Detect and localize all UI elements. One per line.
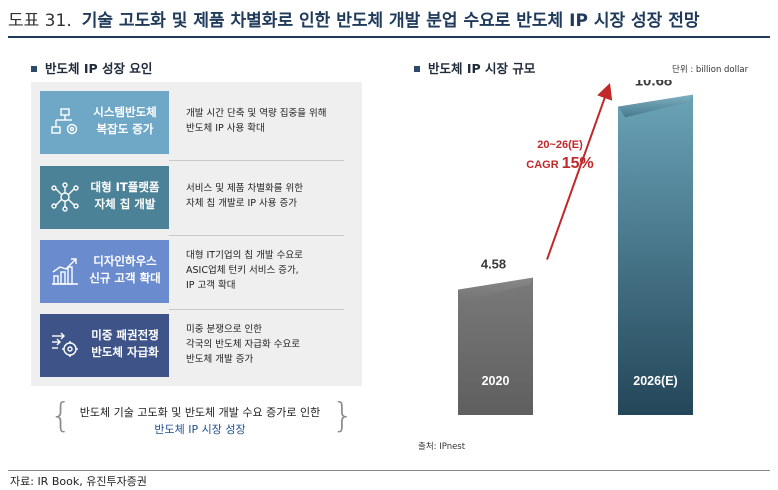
figure-title: 도표 31. 기술 고도화 및 제품 차별화로 인한 반도체 개발 분업 수요로 … [8, 6, 700, 31]
bar-2020: 2020 4.58 [458, 257, 533, 415]
growth-factors-panel: 시스템반도체 복잡도 증가 개발 시간 단축 및 역량 집중을 위해 반도체 I… [31, 82, 362, 386]
row-divider [169, 160, 344, 161]
factor-desc-line: IP 고객 확대 [186, 280, 236, 291]
right-heading: 반도체 IP 시장 규모 [414, 58, 535, 77]
factor-label-line: 미중 패권전쟁 [91, 328, 159, 342]
bar-2026(E): 2026(E) 10.68 [618, 80, 693, 415]
factor-description: 미중 분쟁으로 인한 각국의 반도체 자급화 수요로 반도체 개발 증가 [186, 322, 356, 367]
left-heading-text: 반도체 IP 성장 요인 [45, 61, 153, 76]
factor-label: 미중 패권전쟁 반도체 자급화 [84, 327, 166, 361]
factor-desc-line: 서비스 및 제품 차별화를 위한 [186, 183, 303, 194]
factor-label-line: 대형 IT플랫폼 [90, 180, 160, 194]
factor-label-line: 신규 고객 확대 [89, 271, 161, 285]
factor-desc-line: 대형 IT기업의 칩 개발 수요로 [186, 250, 303, 261]
factor-desc-line: 각국의 반도체 자급화 수요로 [186, 339, 300, 350]
cagr-value-label: CAGR 15% [526, 155, 593, 172]
factor-desc-line: 반도체 IP 사용 확대 [186, 123, 265, 134]
factor-desc-line: 반도체 개발 증가 [186, 354, 254, 365]
bar-top-face [458, 277, 533, 301]
factor-label: 시스템반도체 복잡도 증가 [84, 104, 166, 138]
right-heading-text: 반도체 IP 시장 규모 [428, 61, 536, 76]
growth-chart-icon [52, 258, 78, 285]
factor-label: 대형 IT플랫폼 자체 칩 개발 [84, 179, 166, 213]
row-divider [169, 235, 344, 236]
market-size-chart: 2020 4.58 2026(E) 10.68 20~26(E) CAGR 15% [458, 80, 693, 415]
network-chip-icon [51, 182, 79, 212]
factor-row: 대형 IT플랫폼 자체 칩 개발 서비스 및 제품 차별화를 위한 자체 칩 개… [40, 166, 353, 229]
factor-box: 디자인하우스 신규 고객 확대 [40, 240, 169, 303]
bar-front-face [458, 277, 533, 415]
factor-box: 대형 IT플랫폼 자체 칩 개발 [40, 166, 169, 229]
factor-label-line: 복잡도 증가 [96, 122, 154, 136]
chart-source: 출처: IPnest [418, 442, 466, 452]
bar-front-face [618, 94, 693, 415]
bar-top-face [618, 94, 693, 118]
heading-bullet-icon [414, 65, 420, 72]
bar-category-label: 2020 [482, 374, 510, 388]
figure-source: 자료: IR Book, 유진투자증권 [10, 475, 147, 488]
factor-row: 디자인하우스 신규 고객 확대 대형 IT기업의 칩 개발 수요로 ASIC업체… [40, 240, 353, 303]
left-brace-icon: { [50, 396, 72, 436]
figure-number: 도표 31. [8, 11, 72, 31]
left-heading: 반도체 IP 성장 요인 [31, 58, 152, 77]
factor-desc-line: 개발 시간 단축 및 역량 집중을 위해 [186, 108, 327, 119]
factor-label-line: 디자인하우스 [93, 254, 157, 268]
bar-value-label: 4.58 [481, 257, 506, 272]
conclusion-line-highlight: 반도체 IP 시장 성장 [154, 423, 246, 436]
bar-value-label: 10.68 [635, 80, 673, 90]
factor-label: 디자인하우스 신규 고객 확대 [84, 253, 166, 287]
factor-desc-line: 자체 칩 개발로 IP 사용 증가 [186, 198, 298, 209]
figure-title-text: 기술 고도화 및 제품 차별화로 인한 반도체 개발 분업 수요로 반도체 IP… [81, 11, 700, 31]
conclusion-text: 반도체 기술 고도화 및 반도체 개발 수요 증가로 인한 반도체 IP 시장 … [60, 404, 340, 438]
row-divider [169, 309, 344, 310]
bar-category-label: 2026(E) [633, 374, 677, 388]
factor-description: 대형 IT기업의 칩 개발 수요로 ASIC업체 턴키 서비스 증가, IP 고… [186, 248, 356, 293]
factor-description: 개발 시간 단축 및 역량 집중을 위해 반도체 IP 사용 확대 [186, 106, 356, 136]
factor-label-line: 자체 칩 개발 [94, 197, 156, 211]
factor-box: 시스템반도체 복잡도 증가 [40, 91, 169, 154]
arrows-gear-icon [52, 332, 78, 357]
heading-bullet-icon [31, 65, 37, 72]
right-brace-icon: } [332, 396, 354, 436]
factor-desc-line: ASIC업체 턴키 서비스 증가, [186, 265, 299, 276]
factor-row: 시스템반도체 복잡도 증가 개발 시간 단축 및 역량 집중을 위해 반도체 I… [40, 91, 353, 154]
unit-label: 단위 : billion dollar [672, 65, 749, 75]
factor-box: 미중 패권전쟁 반도체 자급화 [40, 314, 169, 377]
cagr-period-label: 20~26(E) [537, 139, 583, 151]
factor-desc-line: 미중 분쟁으로 인한 [186, 324, 262, 335]
title-rule [8, 36, 770, 38]
factor-description: 서비스 및 제품 차별화를 위한 자체 칩 개발로 IP 사용 증가 [186, 181, 356, 211]
factor-label-line: 반도체 자급화 [91, 345, 159, 359]
flowchart-gear-icon [51, 108, 78, 135]
factor-row: 미중 패권전쟁 반도체 자급화 미중 분쟁으로 인한 각국의 반도체 자급화 수… [40, 314, 353, 377]
footer-rule [8, 470, 770, 471]
growth-arrow [546, 82, 613, 260]
factor-label-line: 시스템반도체 [93, 105, 157, 119]
conclusion-line: 반도체 기술 고도화 및 반도체 개발 수요 증가로 인한 [79, 406, 321, 419]
